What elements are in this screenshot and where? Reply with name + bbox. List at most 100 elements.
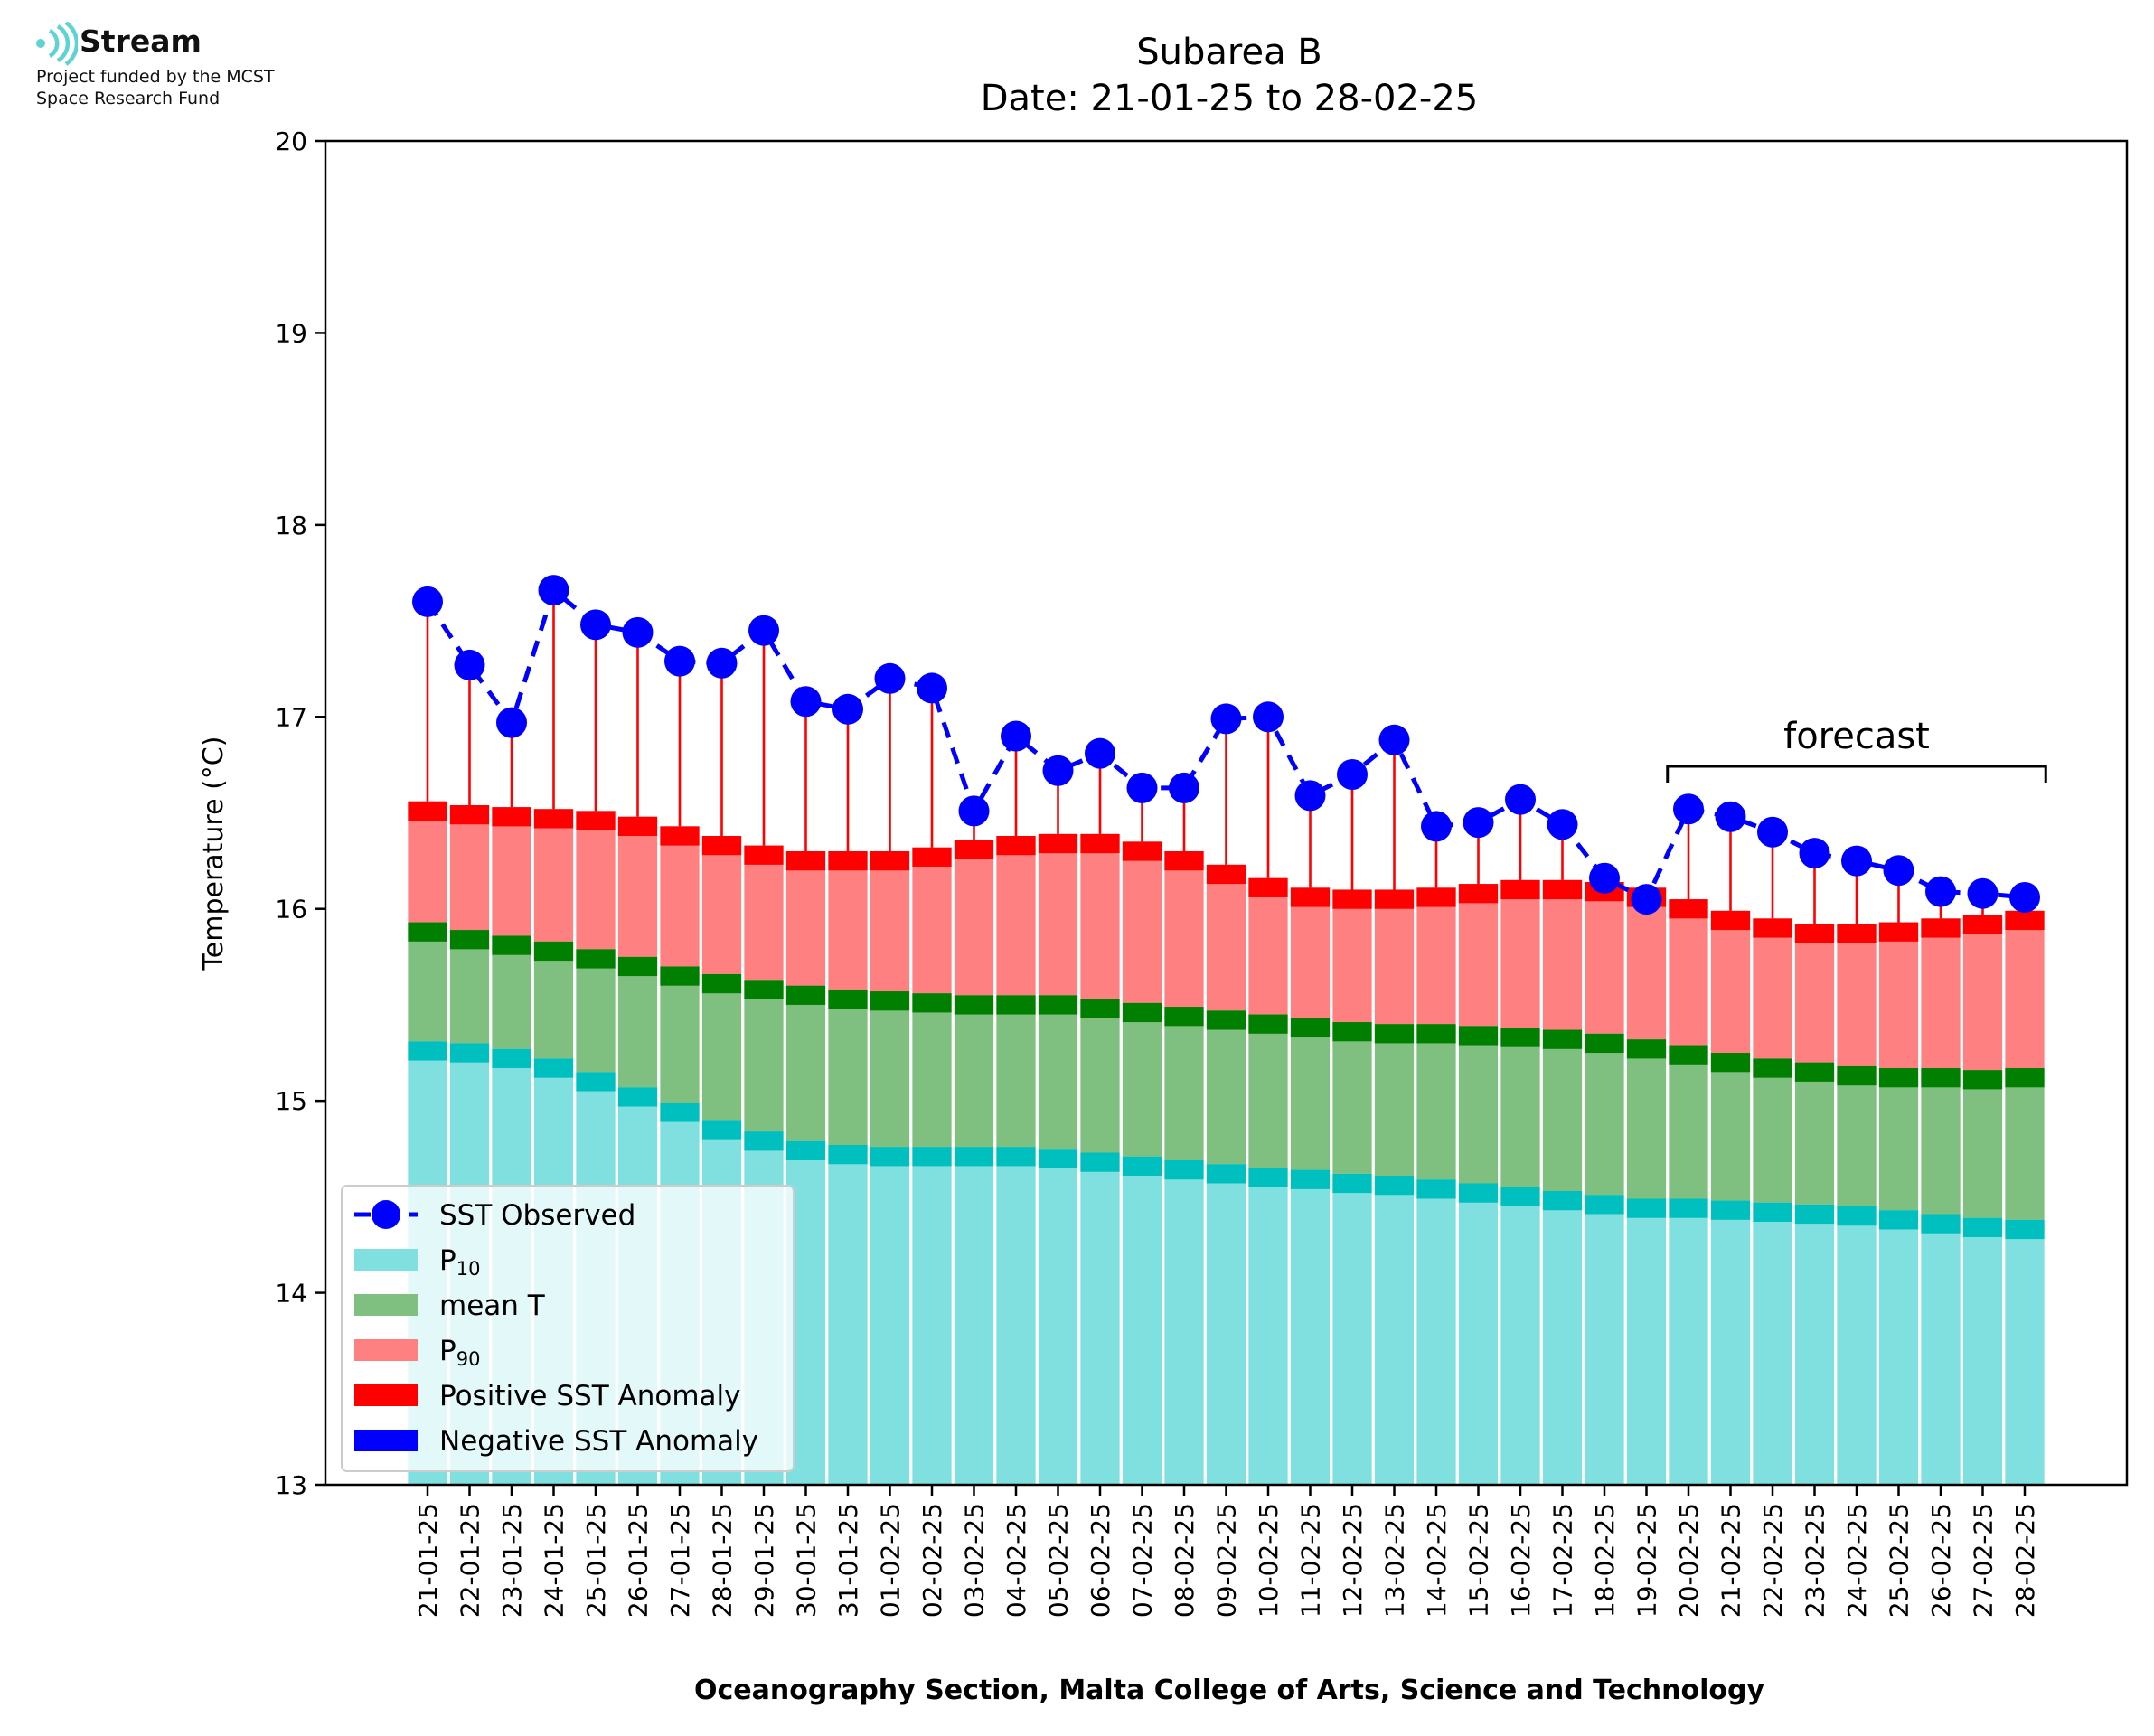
sst-observed-point xyxy=(1337,759,1368,791)
bar-p90 xyxy=(660,826,700,967)
sst-observed-point xyxy=(1841,845,1872,877)
band-p90 xyxy=(408,801,447,821)
sst-observed-point xyxy=(1883,855,1914,887)
band-p10 xyxy=(1122,1156,1162,1176)
sst-observed-point xyxy=(412,586,443,617)
band-p10 xyxy=(1962,1217,2003,1237)
band-p90 xyxy=(1837,924,1877,943)
sst-observed-point xyxy=(1126,772,1158,803)
bar-p10 xyxy=(1290,1169,1331,1485)
band-p10 xyxy=(870,1147,910,1167)
bar-p90 xyxy=(1878,922,1919,1069)
bar-mean xyxy=(870,991,910,1148)
band-mean xyxy=(1878,1068,1919,1088)
legend-patch-swatch xyxy=(354,1430,418,1451)
band-p90 xyxy=(1248,877,1288,897)
x-tick-label: 23-01-25 xyxy=(497,1503,527,1618)
x-tick-label: 14-02-25 xyxy=(1422,1503,1452,1618)
bar-mean xyxy=(1794,1062,1835,1205)
legend-label: Positive SST Anomaly xyxy=(439,1380,740,1412)
bar-p90 xyxy=(1374,889,1415,1025)
band-mean xyxy=(1500,1028,1540,1047)
bar-p10 xyxy=(1332,1173,1372,1485)
legend-label: Negative SST Anomaly xyxy=(439,1425,758,1458)
x-tick-label: 24-01-25 xyxy=(540,1503,569,1618)
legend-patch-swatch xyxy=(354,1339,418,1361)
band-p90 xyxy=(1753,918,1792,938)
bar-p10 xyxy=(1585,1195,1624,1485)
bar-p90 xyxy=(912,847,952,994)
x-tick-label: 25-02-25 xyxy=(1885,1503,1914,1618)
bar-p90 xyxy=(492,807,531,936)
band-p90 xyxy=(1458,884,1499,904)
x-tick-label: 08-02-25 xyxy=(1170,1503,1199,1618)
bar-mean xyxy=(1542,1029,1583,1191)
bar-mean xyxy=(1962,1070,2003,1218)
bar-p90 xyxy=(1585,881,1624,1034)
band-p90 xyxy=(996,835,1036,856)
sst-observed-point xyxy=(832,693,863,725)
bar-mean xyxy=(1669,1045,1708,1199)
bar-p10 xyxy=(1080,1152,1120,1485)
band-p10 xyxy=(1248,1168,1288,1187)
sst-observed-point xyxy=(664,645,695,677)
x-tick-label: 16-02-25 xyxy=(1506,1503,1536,1618)
chart-title: Subarea B xyxy=(1136,32,1322,73)
bar-mean xyxy=(912,993,952,1148)
band-mean xyxy=(1626,1039,1667,1059)
bar-mean xyxy=(954,995,994,1148)
logo-name: Stream xyxy=(80,23,202,59)
band-mean xyxy=(1921,1068,1961,1088)
band-p90 xyxy=(701,835,742,856)
bar-p90 xyxy=(576,811,616,950)
sst-observed-point xyxy=(580,609,611,641)
bar-p10 xyxy=(1038,1149,1078,1485)
bar-p90 xyxy=(1038,833,1078,996)
band-p10 xyxy=(828,1145,868,1165)
bar-mean xyxy=(1374,1024,1415,1176)
bar-p90 xyxy=(449,805,490,931)
bar-p90 xyxy=(2005,910,2045,1069)
bar-mean xyxy=(1585,1033,1624,1196)
band-mean xyxy=(828,989,868,1009)
band-p90 xyxy=(576,811,616,830)
x-tick-label: 05-02-25 xyxy=(1044,1503,1074,1618)
y-axis-label: Temperature (°C) xyxy=(198,737,230,971)
y-tick-label: 13 xyxy=(275,1470,307,1500)
bar-p10 xyxy=(954,1147,994,1485)
band-mean xyxy=(2005,1068,2045,1088)
bar-mean xyxy=(533,941,574,1059)
band-p90 xyxy=(1038,833,1078,854)
x-tick-label: 09-02-25 xyxy=(1212,1503,1242,1618)
bar-p90 xyxy=(1416,887,1456,1025)
bar-p90 xyxy=(1753,918,1792,1059)
bar-mean xyxy=(701,973,742,1121)
band-mean xyxy=(1794,1062,1835,1082)
x-tick-label: 11-02-25 xyxy=(1296,1503,1326,1618)
legend-label-subscript: 10 xyxy=(456,1258,481,1280)
sst-observed-point xyxy=(748,615,779,646)
band-p90 xyxy=(1921,918,1961,938)
bar-p90 xyxy=(1290,887,1331,1018)
band-p90 xyxy=(785,850,826,871)
band-p90 xyxy=(1962,915,2003,934)
band-p10 xyxy=(576,1072,616,1092)
bar-mean xyxy=(1164,1007,1204,1160)
x-tick-label: 21-01-25 xyxy=(413,1503,443,1618)
x-tick-label: 06-02-25 xyxy=(1086,1503,1115,1618)
band-mean xyxy=(1669,1045,1708,1065)
bar-p90 xyxy=(1710,910,1751,1054)
band-p90 xyxy=(954,840,994,859)
band-mean xyxy=(1122,1002,1162,1023)
bar-p10 xyxy=(2005,1219,2045,1485)
x-tick-label: 29-01-25 xyxy=(749,1503,779,1618)
band-mean xyxy=(1416,1024,1456,1044)
bar-p10 xyxy=(1962,1217,2003,1485)
x-tick-label: 22-02-25 xyxy=(1758,1503,1788,1618)
legend-label-subscript: 90 xyxy=(456,1348,481,1370)
bar-mean xyxy=(408,922,447,1042)
bar-p10 xyxy=(1416,1179,1456,1485)
sst-observed-point xyxy=(538,575,569,606)
sst-observed-point xyxy=(1673,793,1704,825)
